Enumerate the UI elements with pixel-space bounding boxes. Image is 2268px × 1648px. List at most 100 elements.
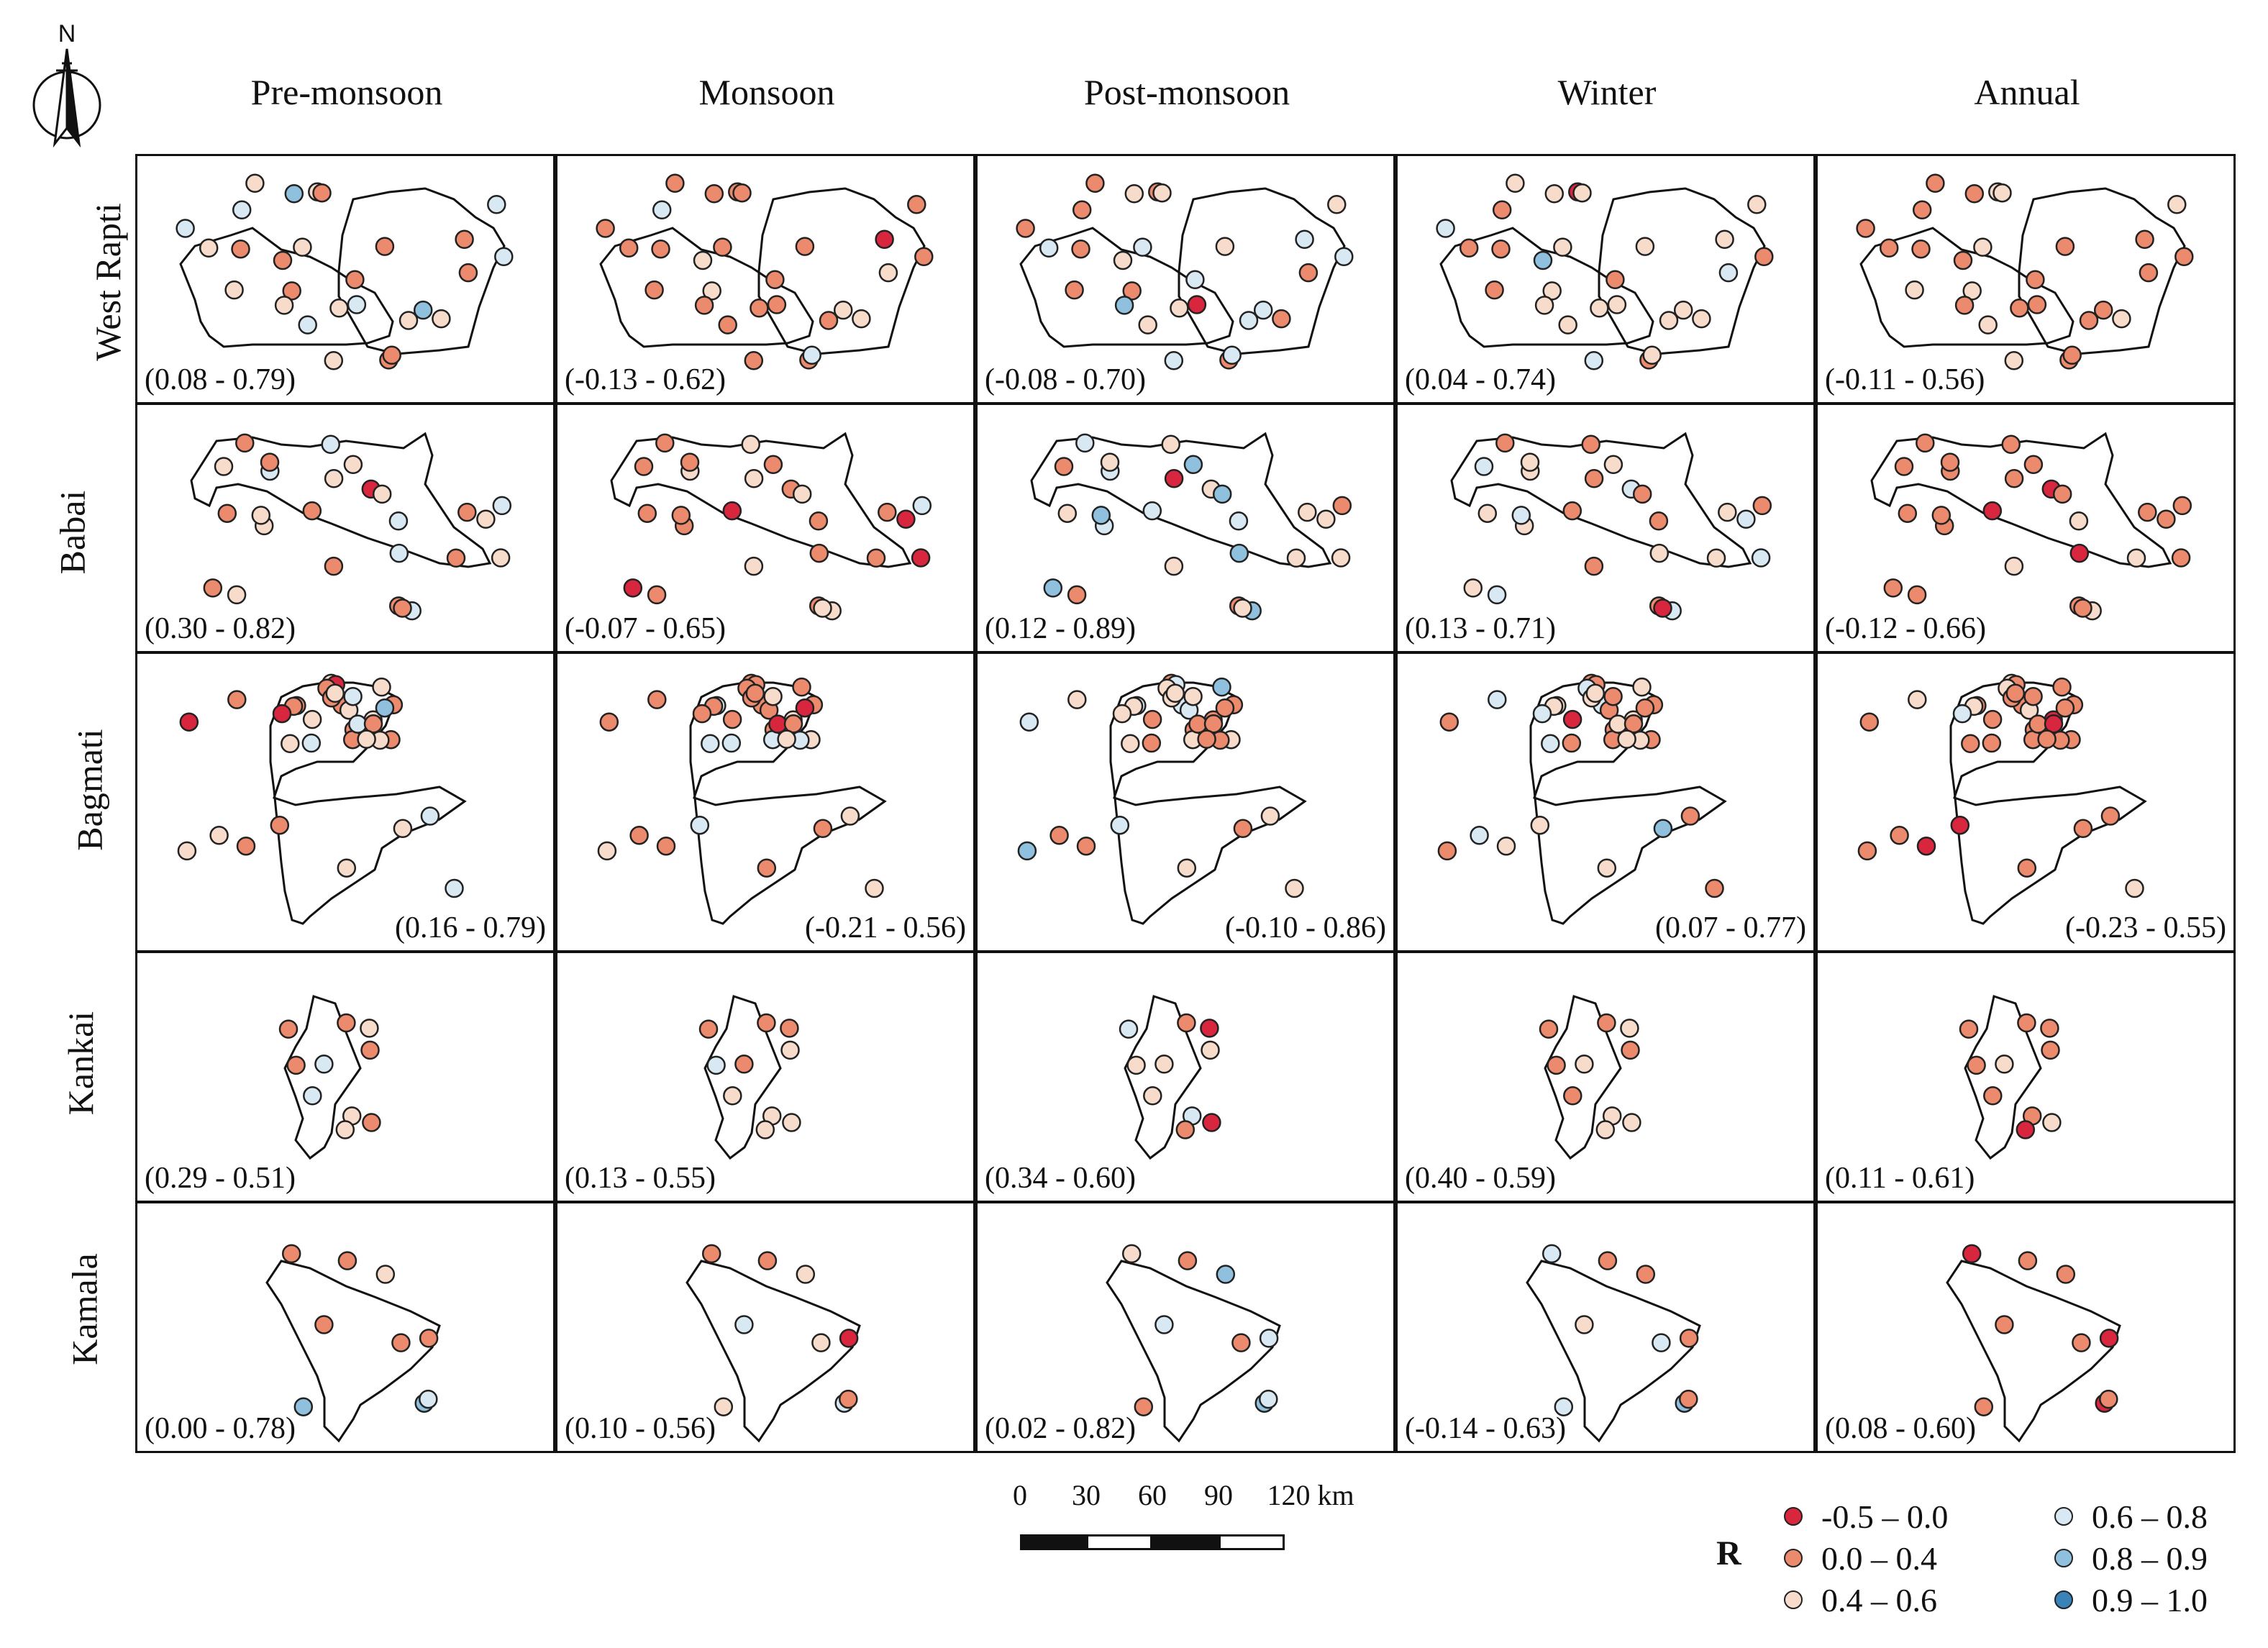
- station-marker: [345, 270, 365, 290]
- station-marker: [1054, 457, 1074, 476]
- station-marker: [324, 469, 344, 488]
- station-marker: [458, 263, 478, 283]
- station-marker: [375, 1265, 396, 1284]
- station-marker: [324, 556, 344, 576]
- legend-item-mid: 0.4 – 0.6: [1784, 1580, 1937, 1620]
- station-marker: [1164, 469, 1184, 488]
- station-marker: [1067, 690, 1087, 709]
- station-marker: [1983, 1086, 2003, 1106]
- scale-segment-2: [1086, 1534, 1152, 1550]
- station-marker: [303, 1086, 322, 1106]
- station-marker: [2139, 263, 2159, 283]
- station-marker: [2052, 677, 2072, 697]
- station-marker: [1485, 280, 1504, 300]
- station-marker: [1598, 1251, 1618, 1270]
- station-marker: [1327, 195, 1347, 214]
- station-marker: [360, 1040, 380, 1060]
- station-marker: [1653, 598, 1672, 618]
- station-marker: [878, 502, 897, 522]
- station-marker: [324, 351, 344, 370]
- scale-tick-120: 120 km: [1267, 1479, 1354, 1511]
- station-marker: [878, 263, 898, 283]
- station-marker: [1178, 1251, 1198, 1270]
- station-marker: [314, 1055, 334, 1074]
- station-marker: [1170, 299, 1189, 318]
- station-marker: [1216, 1265, 1236, 1284]
- station-marker: [375, 237, 395, 256]
- station-marker: [1286, 548, 1306, 568]
- basin-map: [176, 173, 514, 370]
- station-marker: [809, 511, 829, 531]
- row-label-kankai: Kankai: [60, 1011, 101, 1116]
- station-marker: [1967, 1055, 1986, 1075]
- basin-outline: [703, 995, 782, 1160]
- station-marker: [706, 1055, 726, 1075]
- station-marker: [1718, 263, 1739, 283]
- station-marker: [780, 1019, 799, 1038]
- station-marker: [1197, 729, 1216, 749]
- station-marker: [1239, 311, 1259, 330]
- station-marker: [232, 200, 252, 220]
- station-marker: [1511, 506, 1531, 525]
- legend-item-neg: -0.5 – 0.0: [1784, 1496, 1948, 1537]
- station-marker: [343, 455, 363, 475]
- station-marker: [1126, 1055, 1146, 1075]
- station-marker: [2052, 484, 2072, 504]
- basin-map: [698, 995, 801, 1160]
- station-marker: [419, 1389, 438, 1409]
- station-marker: [1736, 509, 1756, 529]
- correlation-range-label: (-0.10 - 0.86): [1225, 911, 1386, 944]
- station-marker: [1747, 195, 1767, 214]
- station-marker: [1584, 469, 1604, 488]
- station-marker: [1856, 219, 1875, 238]
- station-marker: [1954, 296, 1975, 315]
- station-marker: [866, 548, 886, 568]
- station-marker: [619, 238, 639, 258]
- station-marker: [1959, 1019, 1979, 1039]
- station-marker: [1477, 504, 1498, 523]
- station-marker: [335, 1120, 355, 1139]
- station-marker: [1993, 183, 2012, 203]
- basin-map: [1870, 432, 2192, 621]
- basin-map: [1450, 432, 1772, 621]
- map-panel: (0.11 - 0.61): [1816, 951, 2236, 1203]
- basin-outline: [686, 1260, 861, 1443]
- legend: R -0.5 – 0.0 0.0 – 0.4 0.4 – 0.6 0.6 – 0…: [1712, 1496, 2259, 1640]
- row-label-kamala: Kamala: [64, 1253, 105, 1365]
- station-marker: [1995, 1315, 2014, 1334]
- station-marker: [1334, 247, 1354, 267]
- basin-outline: [179, 187, 506, 355]
- station-marker: [1978, 315, 1998, 334]
- legend-swatch: [1784, 1507, 1803, 1526]
- station-marker: [698, 1019, 719, 1039]
- station-marker: [1436, 219, 1455, 238]
- station-marker: [1260, 806, 1280, 826]
- scale-segment-1: [1020, 1534, 1086, 1550]
- station-marker: [281, 734, 300, 754]
- station-marker: [732, 183, 752, 203]
- map-panel: (-0.21 - 0.56): [555, 652, 975, 952]
- station-marker: [1621, 1040, 1640, 1060]
- station-marker: [314, 1315, 334, 1334]
- station-marker: [476, 509, 496, 529]
- station-marker: [235, 433, 255, 453]
- station-marker: [1492, 200, 1512, 220]
- station-marker: [1597, 1013, 1616, 1033]
- map-panel: (0.30 - 0.82): [135, 403, 555, 653]
- basin-map: [1539, 995, 1641, 1160]
- station-marker: [2026, 270, 2045, 290]
- station-marker: [833, 300, 853, 320]
- station-marker: [596, 219, 615, 238]
- station-marker: [224, 280, 244, 300]
- station-marker: [1085, 173, 1105, 194]
- station-marker: [1253, 300, 1273, 320]
- station-marker: [298, 315, 317, 334]
- station-marker: [337, 1013, 356, 1033]
- station-marker: [1606, 270, 1625, 290]
- station-marker: [343, 686, 363, 706]
- station-marker: [1470, 826, 1489, 845]
- station-marker: [2017, 858, 2037, 878]
- station-marker: [393, 819, 413, 839]
- station-marker: [1916, 433, 1935, 453]
- station-marker: [1642, 345, 1662, 365]
